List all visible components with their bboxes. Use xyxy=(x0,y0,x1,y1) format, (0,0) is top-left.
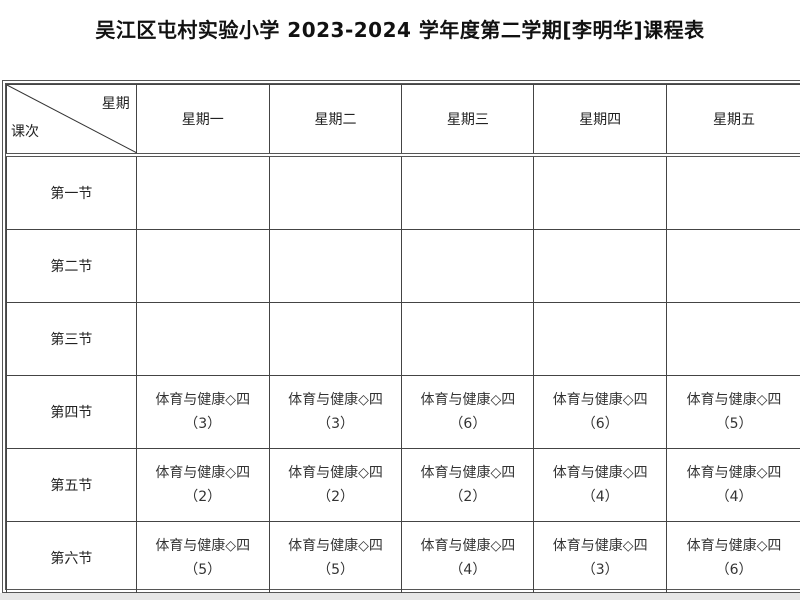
class-name: （3） xyxy=(184,416,222,432)
course-name: 体育与健康◇四 xyxy=(155,538,251,554)
timetable: 星期 课次 星期一 星期二 星期三 星期四 星期五 第一节 第二节 第三节 第四节 体育… xyxy=(6,84,800,595)
schedule-cell[interactable]: 体育与健康◇四 （2） xyxy=(135,448,270,522)
schedule-cell[interactable]: 体育与健康◇四 （3） xyxy=(533,521,668,595)
schedule-cell-empty[interactable] xyxy=(666,229,800,303)
period-row: 第四节 体育与健康◇四 （3） 体育与健康◇四 （3） 体育与健康◇四 （6） 体育与健康◇四… xyxy=(6,375,800,449)
course-name: 体育与健康◇四 xyxy=(420,392,516,408)
header-row: 星期 课次 星期一 星期二 星期三 星期四 星期五 xyxy=(6,84,800,157)
schedule-cell[interactable]: 体育与健康◇四 （6） xyxy=(666,521,800,595)
day-header: 星期五 xyxy=(666,84,800,157)
diagonal-line xyxy=(7,85,137,153)
schedule-cell-empty[interactable] xyxy=(533,302,668,376)
schedule-cell-empty[interactable] xyxy=(401,302,535,376)
schedule-cell-empty[interactable] xyxy=(401,154,535,230)
period-label: 第五节 xyxy=(6,448,137,522)
course-name: 体育与健康◇四 xyxy=(420,465,516,481)
course-name: 体育与健康◇四 xyxy=(288,392,383,408)
course-name: 体育与健康◇四 xyxy=(552,538,648,554)
page-title: 吴江区屯村实验小学 2023-2024 学年度第二学期[李明华]课程表 xyxy=(95,18,705,42)
period-row: 第二节 xyxy=(6,229,800,303)
course-name: 体育与健康◇四 xyxy=(552,392,648,408)
course-name: 体育与健康◇四 xyxy=(686,465,782,481)
course-name: 体育与健康◇四 xyxy=(288,538,383,554)
course-name: 体育与健康◇四 xyxy=(155,465,251,481)
schedule-cell[interactable]: 体育与健康◇四 （4） xyxy=(666,448,800,522)
class-name: （2） xyxy=(317,489,354,505)
schedule-cell-empty[interactable] xyxy=(533,229,668,303)
period-row: 第一节 xyxy=(6,154,800,230)
corner-cell: 星期 课次 xyxy=(6,84,137,157)
schedule-cell-empty[interactable] xyxy=(533,154,668,230)
schedule-cell[interactable]: 体育与健康◇四 （5） xyxy=(666,375,800,449)
schedule-cell-empty[interactable] xyxy=(268,302,403,376)
schedule-cell-empty[interactable] xyxy=(666,154,800,230)
class-name: （2） xyxy=(449,489,487,505)
schedule-cell[interactable]: 体育与健康◇四 （2） xyxy=(268,448,403,522)
class-name: （3） xyxy=(581,562,619,578)
class-name: （4） xyxy=(581,489,619,505)
course-name: 体育与健康◇四 xyxy=(155,392,251,408)
schedule-cell[interactable]: 体育与健康◇四 （6） xyxy=(401,375,535,449)
class-name: （4） xyxy=(449,562,487,578)
schedule-cell[interactable]: 体育与健康◇四 （4） xyxy=(401,521,535,595)
period-row: 第六节 体育与健康◇四 （5） 体育与健康◇四 （5） 体育与健康◇四 （4） 体育与健康◇四… xyxy=(6,521,800,595)
course-name: 体育与健康◇四 xyxy=(420,538,516,554)
day-header: 星期三 xyxy=(401,84,535,157)
class-name: （5） xyxy=(184,562,222,578)
day-header: 星期一 xyxy=(135,84,270,157)
corner-day-label: 星期 xyxy=(101,96,130,112)
class-name: （4） xyxy=(715,489,753,505)
period-label: 第六节 xyxy=(6,521,137,595)
schedule-cell-empty[interactable] xyxy=(135,154,270,230)
schedule-cell[interactable]: 体育与健康◇四 （6） xyxy=(533,375,668,449)
schedule-cell[interactable]: 体育与健康◇四 （5） xyxy=(268,521,403,595)
period-label: 第四节 xyxy=(6,375,137,449)
class-name: （5） xyxy=(317,562,354,578)
schedule-cell-empty[interactable] xyxy=(666,302,800,376)
schedule-cell-empty[interactable] xyxy=(135,302,270,376)
timetable-frame: 星期 课次 星期一 星期二 星期三 星期四 星期五 第一节 第二节 第三节 第四节 体育… xyxy=(2,80,800,595)
course-name: 体育与健康◇四 xyxy=(552,465,648,481)
period-label: 第二节 xyxy=(6,229,137,303)
period-row: 第三节 xyxy=(6,302,800,376)
schedule-cell[interactable]: 体育与健康◇四 （3） xyxy=(135,375,270,449)
schedule-cell-empty[interactable] xyxy=(268,154,403,230)
class-name: （6） xyxy=(449,416,487,432)
corner-period-label: 课次 xyxy=(11,124,39,140)
schedule-cell[interactable]: 体育与健康◇四 （2） xyxy=(401,448,535,522)
schedule-cell[interactable]: 体育与健康◇四 （3） xyxy=(268,375,403,449)
day-header: 星期四 xyxy=(533,84,668,157)
period-row: 第五节 体育与健康◇四 （2） 体育与健康◇四 （2） 体育与健康◇四 （2） 体育与健康◇四… xyxy=(6,448,800,522)
class-name: （6） xyxy=(581,416,619,432)
class-name: （5） xyxy=(715,416,753,432)
course-name: 体育与健康◇四 xyxy=(288,465,383,481)
class-name: （2） xyxy=(184,489,222,505)
schedule-cell-empty[interactable] xyxy=(135,229,270,303)
schedule-cell-empty[interactable] xyxy=(268,229,403,303)
course-name: 体育与健康◇四 xyxy=(686,392,782,408)
day-header: 星期二 xyxy=(268,84,403,157)
course-name: 体育与健康◇四 xyxy=(686,538,782,554)
schedule-cell[interactable]: 体育与健康◇四 （4） xyxy=(533,448,668,522)
class-name: （6） xyxy=(715,562,753,578)
period-label: 第三节 xyxy=(6,302,137,376)
class-name: （3） xyxy=(317,416,354,432)
schedule-cell[interactable]: 体育与健康◇四 （5） xyxy=(135,521,270,595)
period-label: 第一节 xyxy=(6,154,137,230)
bottom-strip xyxy=(0,593,800,600)
schedule-cell-empty[interactable] xyxy=(401,229,535,303)
